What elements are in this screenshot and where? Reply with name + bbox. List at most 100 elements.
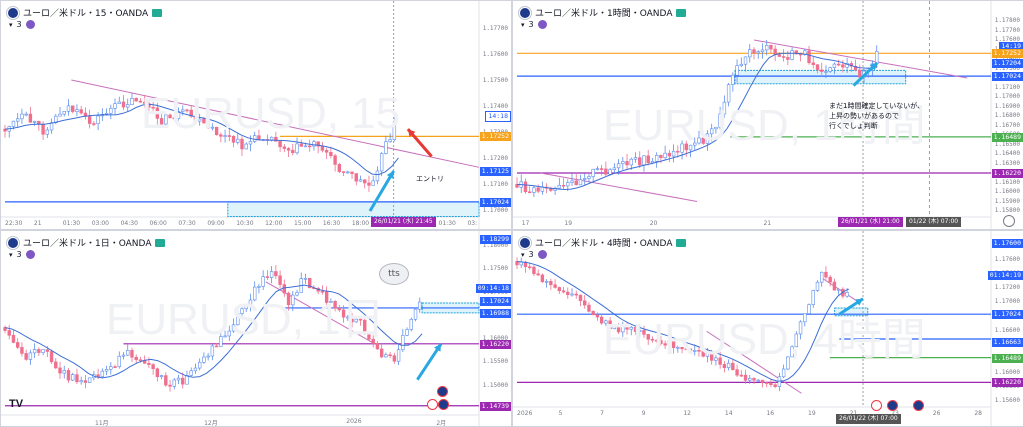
candle-body xyxy=(718,113,722,128)
indicator-settings-icon[interactable] xyxy=(25,20,35,29)
event-marker-icon[interactable] xyxy=(871,400,882,411)
event-marker-icon[interactable] xyxy=(437,386,448,397)
chevron-down-icon[interactable]: ▾ xyxy=(9,20,13,29)
candle-body xyxy=(346,171,350,174)
candle-body xyxy=(845,63,849,68)
candle-body xyxy=(214,345,219,348)
candle-body xyxy=(346,316,350,319)
settings-icon[interactable] xyxy=(1003,215,1015,227)
market-status-icon xyxy=(152,8,163,17)
candle-body xyxy=(709,352,714,361)
symbol-flag-icon xyxy=(7,236,19,249)
event-marker-icon[interactable] xyxy=(427,399,438,410)
indicator-legend[interactable]: ▾ 3 xyxy=(9,20,35,29)
candle-body xyxy=(760,379,765,383)
candle-body xyxy=(329,151,333,156)
price-plot-1d[interactable] xyxy=(1,231,512,427)
trend-line xyxy=(706,330,802,394)
candle-body xyxy=(121,354,126,357)
tts-bubble: tts xyxy=(379,263,409,285)
candle-body xyxy=(126,104,130,108)
candle-body xyxy=(350,171,354,174)
time-tick-label: 26 xyxy=(932,410,941,417)
price-plot-1h[interactable] xyxy=(513,1,1024,230)
candle-body xyxy=(379,348,384,358)
arrow-head xyxy=(869,62,878,71)
time-tick-label: 09:00 xyxy=(207,220,225,227)
candle-body xyxy=(371,180,375,186)
candle-body xyxy=(828,276,832,283)
candle-body xyxy=(633,157,638,160)
chart-pane-1h[interactable]: EURUSD, 1時間 ユーロ／米ドル・1時間・OANDA ▾ 3 1.17800… xyxy=(512,0,1024,230)
candle-body xyxy=(591,311,595,316)
candle-body xyxy=(252,135,257,142)
indicator-settings-icon[interactable] xyxy=(537,20,547,29)
candle-body xyxy=(578,179,583,186)
candle-body xyxy=(739,63,744,66)
chart-pane-15m[interactable]: EURUSD, 15 ユーロ／米ドル・15・OANDA ▾ 3 1.17700 1.… xyxy=(0,0,512,230)
price-tag: 1.17024 xyxy=(991,310,1023,320)
candle-body xyxy=(278,275,282,285)
price-tick-label: 1.17400 xyxy=(995,55,1020,62)
symbol-flag-icon xyxy=(519,236,531,249)
moving-average-line xyxy=(516,261,850,382)
candle-body xyxy=(231,135,236,143)
event-marker-icon[interactable] xyxy=(438,399,449,410)
chevron-down-icon[interactable]: ▾ xyxy=(521,20,525,29)
candle-body xyxy=(71,105,75,112)
price-tick-label: 1.16600 xyxy=(994,326,1020,334)
candle-body xyxy=(15,342,20,348)
time-tick-label: 14 xyxy=(724,410,733,417)
candle-body xyxy=(654,154,659,162)
time-tick-label: 03: xyxy=(467,220,478,227)
price-plot-4h[interactable] xyxy=(513,231,1024,427)
event-marker-icon[interactable] xyxy=(913,400,924,411)
candle-body xyxy=(282,284,287,294)
candle-body xyxy=(663,152,667,158)
candle-body xyxy=(176,377,181,381)
price-tick-label: 1.17600 xyxy=(994,256,1020,264)
candle-body xyxy=(807,304,811,314)
indicator-settings-icon[interactable] xyxy=(537,250,547,259)
indicator-legend[interactable]: ▾ 3 xyxy=(521,20,547,29)
candle-body xyxy=(587,176,591,179)
chart-pane-4h[interactable]: EURUSD, 4時間 ユーロ／米ドル・4時間・OANDA ▾3 1.17800… xyxy=(512,230,1024,427)
candle-body xyxy=(570,180,574,183)
arrow-head xyxy=(407,129,416,137)
time-tick-label: 10:30 xyxy=(236,220,254,227)
candle-body xyxy=(693,350,697,352)
candle-body xyxy=(684,348,688,351)
candle-body xyxy=(726,84,731,103)
event-marker-icon[interactable] xyxy=(887,400,898,411)
candle-body xyxy=(794,333,799,348)
candle-body xyxy=(659,340,663,344)
candle-body xyxy=(625,326,629,330)
indicator-legend[interactable]: ▾ 3 xyxy=(9,250,35,259)
candle-body xyxy=(836,288,841,291)
candle-body xyxy=(189,109,193,117)
candle-body xyxy=(227,135,232,137)
candle-body xyxy=(392,355,397,362)
time-tick-label: 16:30 xyxy=(322,220,341,227)
candle-body xyxy=(168,384,172,387)
tradingview-logo[interactable]: TV xyxy=(9,398,24,410)
candle-body xyxy=(561,290,566,293)
candle-body xyxy=(41,123,45,135)
candle-body xyxy=(671,150,676,157)
candle-body xyxy=(367,182,371,186)
indicator-legend[interactable]: ▾ 3 xyxy=(521,250,547,259)
candle-body xyxy=(578,294,583,302)
chevron-down-icon[interactable]: ▾ xyxy=(9,250,13,259)
candle-body xyxy=(642,329,646,335)
price-plot-15m[interactable] xyxy=(1,1,512,230)
candle-body xyxy=(303,277,308,280)
market-status-icon xyxy=(676,8,687,17)
candle-body xyxy=(722,101,727,115)
candle-body xyxy=(659,154,663,158)
candle-body xyxy=(71,374,75,381)
chart-pane-1d[interactable]: EURUSD, 1日 ユーロ／米ドル・1日・OANDA ▾ 3 1.18000 1.… xyxy=(0,230,512,427)
candle-body xyxy=(75,109,79,112)
chevron-down-icon[interactable]: ▾ xyxy=(521,250,525,259)
indicator-settings-icon[interactable] xyxy=(25,250,35,259)
price-tag: 1.16663 xyxy=(991,338,1023,348)
